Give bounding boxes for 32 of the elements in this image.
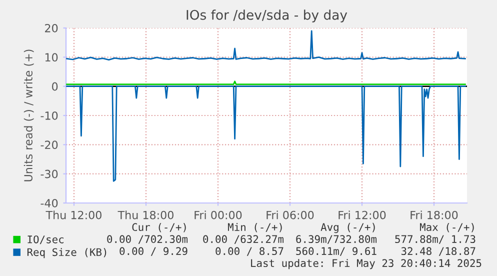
text: 0.00 / 8.57: [216, 247, 284, 256]
line-series: [66, 30, 466, 60]
y-tick-label: -10: [40, 111, 58, 120]
x-tick-label: Fri 12:00: [338, 210, 386, 220]
text: 0.00 /632.27m: [203, 235, 284, 244]
legend-label: Req Size (KB): [27, 248, 106, 258]
y-tick-label: 10: [45, 53, 58, 62]
text: 0.00 /702.30m: [107, 235, 188, 244]
text: 32.48 /18.87: [401, 247, 476, 256]
y-tick-label: -20: [40, 140, 58, 150]
y-tick-label: 0: [52, 82, 58, 91]
text: Avg (-/+): [320, 222, 375, 234]
text: Max (-/+): [420, 223, 474, 232]
x-tick-label: Fri 00:00: [194, 210, 242, 220]
text: 6.39m/732.80m: [296, 235, 377, 244]
text: 560.11m/ 9.61: [296, 247, 376, 256]
chart-title: IOs for /dev/sda - by day: [186, 10, 348, 22]
text: 577.88m/ 1.73: [395, 235, 476, 244]
y-tick-label: 20: [45, 24, 58, 32]
line-series: [66, 86, 466, 182]
x-tick-label: Fri 18:00: [410, 210, 458, 220]
x-tick-label: Fri 06:00: [266, 210, 314, 220]
x-tick-label: Thu 18:00: [118, 210, 174, 220]
y-tick-label: -40: [40, 198, 58, 208]
text: Min (-/+): [228, 222, 282, 232]
y-tick-label: -30: [40, 170, 58, 178]
legend-label: IO/sec: [28, 235, 64, 244]
text: Cur (-/+): [132, 223, 186, 232]
y-axis-title: Units read (-) / write (+): [24, 50, 34, 182]
text: 0.00 / 9.29: [120, 247, 188, 256]
text: Last update: Fri May 23 20:40:14 2025: [251, 258, 482, 270]
x-tick-label: Thu 12:00: [46, 210, 102, 220]
